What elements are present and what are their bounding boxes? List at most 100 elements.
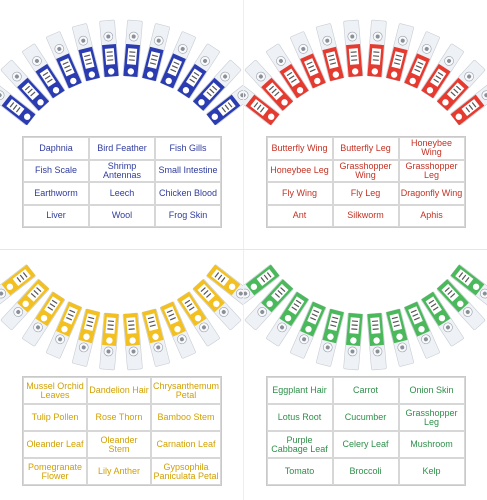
specimen-cell: Daphnia	[23, 137, 89, 160]
specimen-cell: Small Intestine	[155, 159, 221, 182]
microscope-slide	[385, 23, 414, 82]
specimen-cell: Grasshopper Wing	[332, 159, 399, 182]
quadrant-yellow: Mussel Orchid Leaves Dandelion Hair Chry…	[0, 250, 244, 500]
specimen-cell: Kelp	[398, 458, 465, 485]
microscope-slide	[141, 23, 170, 82]
microscope-slide	[315, 308, 344, 367]
specimen-cell: Oleander Stem	[86, 431, 151, 458]
specimen-cell: Dragonfly Wing	[398, 182, 465, 205]
microscope-slide	[366, 312, 387, 371]
specimen-cell: Fish Scale	[23, 159, 89, 182]
specimen-cell: Leech	[89, 182, 155, 205]
microscope-slide	[0, 264, 36, 311]
specimen-cell: Butterfly Leg	[332, 137, 399, 160]
quadrant-blue: Daphnia Bird Feather Fish Gills Fish Sca…	[0, 0, 244, 250]
microscope-slide	[403, 31, 440, 89]
microscope-slide	[177, 43, 220, 99]
microscope-slide	[420, 43, 464, 99]
specimen-cell: Butterfly Wing	[266, 137, 333, 160]
specimen-cell: Liver	[23, 204, 89, 227]
microscope-slide	[244, 60, 293, 111]
microscope-slide	[243, 264, 279, 311]
specimen-cell: Purple Cabbage Leaf	[266, 431, 333, 458]
microscope-slide	[265, 291, 309, 347]
specimen-cell: Fly Wing	[266, 182, 333, 205]
specimen-cell: Honeybee Wing	[398, 137, 465, 160]
microscope-slide	[46, 301, 83, 359]
microscope-slide	[206, 79, 243, 125]
microscope-slide	[192, 279, 242, 330]
microscope-slide	[315, 23, 344, 82]
microscope-slide	[99, 19, 120, 78]
specimen-cell: Chrysanthemum Petal	[150, 377, 221, 404]
microscope-slide	[366, 19, 387, 78]
quadrant-red: Butterfly Wing Butterfly Leg Honeybee Wi…	[243, 0, 487, 250]
specimen-cell: Onion Skin	[398, 377, 465, 404]
microscope-slide	[122, 312, 143, 371]
microscope-slide	[403, 301, 440, 359]
specimen-cell: Bamboo Stem	[150, 404, 221, 431]
quadrant-green: Eggplant Hair Carrot Onion Skin Lotus Ro…	[243, 250, 487, 500]
microscope-slide	[289, 31, 326, 89]
microscope-slide	[450, 79, 487, 125]
microscope-slide	[46, 31, 83, 89]
microscope-slide	[289, 301, 326, 359]
specimen-cell: Oleander Leaf	[23, 431, 87, 458]
specimen-cell: Broccoli	[332, 458, 399, 485]
specimen-cell: Lotus Root	[266, 404, 333, 431]
microscope-slide	[206, 264, 243, 311]
microscope-slide	[0, 60, 50, 111]
specimen-cell: Dandelion Hair	[86, 377, 151, 404]
specimen-cell: Aphis	[398, 204, 465, 227]
specimen-cell: Ant	[266, 204, 333, 227]
vertical-divider	[243, 0, 244, 500]
specimen-cell: Celery Leaf	[332, 431, 399, 458]
specimen-cell: Rose Thorn	[86, 404, 151, 431]
microscope-slide	[192, 60, 242, 111]
specimen-cell: Bird Feather	[89, 137, 155, 160]
microscope-slide	[99, 312, 120, 371]
horizontal-divider	[0, 249, 487, 250]
specimen-cell: Shrimp Antennas	[89, 159, 155, 182]
specimen-cell: Cucumber	[332, 404, 399, 431]
specimen-cell: Gypsophila Paniculata Petal	[150, 458, 221, 485]
slide-fan-yellow	[0, 264, 243, 371]
specimen-cell: Frog Skin	[155, 204, 221, 227]
specimen-table-green: Eggplant Hair Carrot Onion Skin Lotus Ro…	[265, 376, 466, 486]
specimen-cell: Carrot	[332, 377, 399, 404]
microscope-slide	[436, 60, 485, 111]
microscope-slide	[72, 308, 101, 367]
microscope-slide	[385, 308, 414, 367]
specimen-cell: Chicken Blood	[155, 182, 221, 205]
specimen-cell: Tulip Pollen	[23, 404, 87, 431]
microscope-slide	[243, 79, 279, 125]
microscope-slide	[122, 19, 143, 78]
microscope-slide	[244, 279, 293, 330]
specimen-cell: Wool	[89, 204, 155, 227]
specimen-cell: Carnation Leaf	[150, 431, 221, 458]
specimen-cell: Tomato	[266, 458, 333, 485]
microscope-slide	[177, 291, 220, 347]
microscope-slide	[72, 23, 101, 82]
microscope-slide	[436, 279, 485, 330]
microscope-slide	[159, 301, 196, 359]
microscope-slide	[420, 291, 464, 347]
specimen-table-yellow: Mussel Orchid Leaves Dandelion Hair Chry…	[22, 376, 222, 486]
specimen-cell: Silkworm	[332, 204, 399, 227]
specimen-table-blue: Daphnia Bird Feather Fish Gills Fish Sca…	[22, 136, 222, 228]
microscope-slide	[450, 264, 487, 311]
microscope-slide	[0, 79, 36, 125]
specimen-cell: Fish Gills	[155, 137, 221, 160]
specimen-cell: Lily Anther	[86, 458, 151, 485]
specimen-cell: Mushroom	[398, 431, 465, 458]
microscope-slide	[141, 308, 170, 367]
specimen-cell: Honeybee Leg	[266, 159, 333, 182]
specimen-cell: Pomegranate Flower	[23, 458, 87, 485]
specimen-cell: Eggplant Hair	[266, 377, 333, 404]
specimen-cell: Mussel Orchid Leaves	[23, 377, 87, 404]
specimen-cell: Grasshopper Leg	[398, 159, 465, 182]
microscope-slide	[22, 43, 65, 99]
slide-fan-green	[243, 264, 487, 371]
slide-fan-blue	[0, 19, 243, 125]
microscope-slide	[22, 291, 65, 347]
